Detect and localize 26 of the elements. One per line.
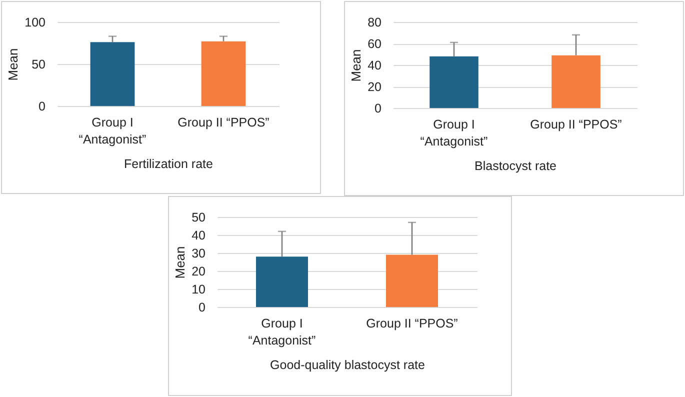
y-tick-label: 100 xyxy=(24,16,46,30)
y-tick-label: 40 xyxy=(192,228,206,242)
x-axis-title: Blastocyst rate xyxy=(474,159,557,173)
x-axis-title: Good-quality blastocyst rate xyxy=(270,358,426,372)
y-tick-label: 80 xyxy=(368,16,382,30)
x-axis-title: Fertilization rate xyxy=(124,157,213,171)
y-axis-title: Mean xyxy=(172,246,188,279)
y-tick-label: 50 xyxy=(32,58,46,72)
y-tick-label: 20 xyxy=(368,80,382,94)
x-tick-label: Group II “PPOS” xyxy=(530,118,622,132)
y-tick-label: 50 xyxy=(192,210,206,224)
y-tick-label: 0 xyxy=(374,102,382,116)
x-tick-label: Group I “Antagonist” xyxy=(420,118,488,148)
y-tick-label: 0 xyxy=(198,300,206,314)
y-tick-label: 0 xyxy=(38,100,46,114)
x-tick-label: Group II “PPOS” xyxy=(366,316,458,330)
y-axis-title: Mean xyxy=(6,48,21,81)
y-axis-title: Mean xyxy=(348,49,364,82)
y-tick-label: 60 xyxy=(368,37,382,51)
x-tick-label: Group I “Antagonist” xyxy=(248,316,316,348)
y-tick-label: 30 xyxy=(192,246,206,260)
x-tick-label: Group II “PPOS” xyxy=(178,116,270,130)
y-tick-label: 20 xyxy=(192,264,206,278)
y-tick-label: 40 xyxy=(368,58,382,72)
y-tick-label: 10 xyxy=(192,282,206,296)
x-tick-label: Group I “Antagonist” xyxy=(78,116,146,146)
